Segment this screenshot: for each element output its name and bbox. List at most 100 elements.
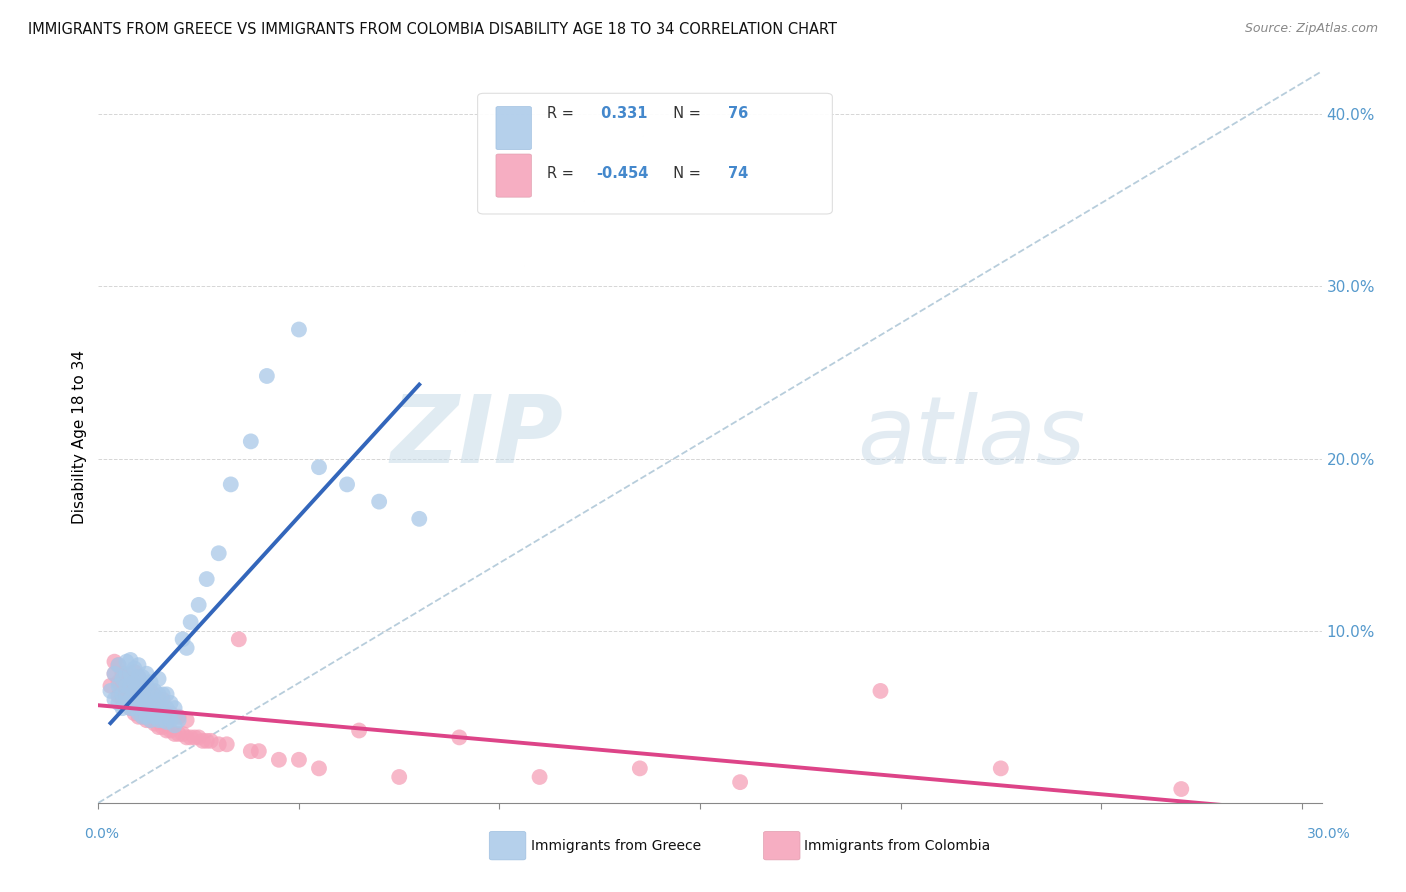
Point xyxy=(176,731,198,745)
Point xyxy=(100,684,122,698)
Point xyxy=(135,692,157,706)
Point xyxy=(120,701,142,715)
Point xyxy=(111,692,134,706)
Point xyxy=(131,670,153,684)
Point xyxy=(148,720,170,734)
Text: Source: ZipAtlas.com: Source: ZipAtlas.com xyxy=(1244,22,1378,36)
Point xyxy=(111,672,134,686)
Point xyxy=(163,701,186,715)
Point xyxy=(111,679,134,693)
Point xyxy=(131,692,153,706)
Point xyxy=(143,696,166,710)
Point xyxy=(180,615,202,629)
Point xyxy=(131,682,153,697)
Point xyxy=(107,658,129,673)
Point xyxy=(143,703,166,717)
Point xyxy=(128,706,150,721)
Point xyxy=(128,670,150,684)
Point xyxy=(239,434,262,449)
Point xyxy=(155,723,177,738)
Text: atlas: atlas xyxy=(856,392,1085,483)
Point xyxy=(143,716,166,731)
Text: Immigrants from Greece: Immigrants from Greece xyxy=(531,838,702,853)
Point xyxy=(120,653,142,667)
Point xyxy=(139,689,162,703)
Point xyxy=(143,710,166,724)
Point xyxy=(152,692,174,706)
Point xyxy=(159,723,181,738)
Point xyxy=(148,692,170,706)
Point xyxy=(115,696,138,710)
Point xyxy=(155,687,177,701)
Point xyxy=(388,770,411,784)
Point xyxy=(176,640,198,655)
Point xyxy=(152,720,174,734)
Point xyxy=(124,706,146,721)
Point xyxy=(288,753,311,767)
Point xyxy=(111,666,134,681)
Point xyxy=(247,744,270,758)
Point xyxy=(167,727,190,741)
Y-axis label: Disability Age 18 to 34: Disability Age 18 to 34 xyxy=(72,350,87,524)
Point xyxy=(195,572,218,586)
FancyBboxPatch shape xyxy=(496,106,531,150)
Point xyxy=(128,679,150,693)
Point xyxy=(347,723,370,738)
Point xyxy=(128,710,150,724)
Text: R =: R = xyxy=(547,166,579,181)
Point xyxy=(103,666,125,681)
Point xyxy=(408,512,430,526)
Point xyxy=(148,672,170,686)
Point xyxy=(103,692,125,706)
Point xyxy=(107,658,129,673)
Point xyxy=(128,684,150,698)
FancyBboxPatch shape xyxy=(496,154,531,197)
Point xyxy=(152,706,174,721)
Point xyxy=(219,477,242,491)
Point xyxy=(148,701,170,715)
Point xyxy=(124,692,146,706)
Point xyxy=(143,684,166,698)
Point xyxy=(124,662,146,676)
Text: IMMIGRANTS FROM GREECE VS IMMIGRANTS FROM COLOMBIA DISABILITY AGE 18 TO 34 CORRE: IMMIGRANTS FROM GREECE VS IMMIGRANTS FRO… xyxy=(28,22,837,37)
Point xyxy=(139,713,162,727)
Text: N =: N = xyxy=(664,105,704,120)
Point xyxy=(308,460,330,475)
Point xyxy=(128,696,150,710)
Point xyxy=(135,679,157,693)
Point xyxy=(183,731,205,745)
Point xyxy=(176,713,198,727)
Point xyxy=(139,699,162,714)
Point xyxy=(180,731,202,745)
Point xyxy=(131,701,153,715)
Point xyxy=(187,731,209,745)
FancyBboxPatch shape xyxy=(478,94,832,214)
Point xyxy=(111,687,134,701)
Point xyxy=(167,713,190,727)
Point xyxy=(152,701,174,715)
Point xyxy=(120,701,142,715)
Point xyxy=(107,696,129,710)
Point xyxy=(120,679,142,693)
Text: Immigrants from Colombia: Immigrants from Colombia xyxy=(804,838,990,853)
Point xyxy=(200,734,222,748)
Point xyxy=(869,684,891,698)
Point xyxy=(195,734,218,748)
Point xyxy=(124,665,146,679)
Point xyxy=(115,689,138,703)
Point xyxy=(163,718,186,732)
Point xyxy=(115,679,138,693)
Point xyxy=(990,761,1012,775)
Point xyxy=(115,684,138,698)
Point xyxy=(163,727,186,741)
Point xyxy=(155,701,177,715)
Point xyxy=(187,598,209,612)
Point xyxy=(143,689,166,703)
Point xyxy=(191,734,214,748)
Point xyxy=(124,692,146,706)
Point xyxy=(135,701,157,715)
Point xyxy=(139,675,162,690)
Point xyxy=(148,687,170,701)
Point xyxy=(308,761,330,775)
Point xyxy=(159,696,181,710)
